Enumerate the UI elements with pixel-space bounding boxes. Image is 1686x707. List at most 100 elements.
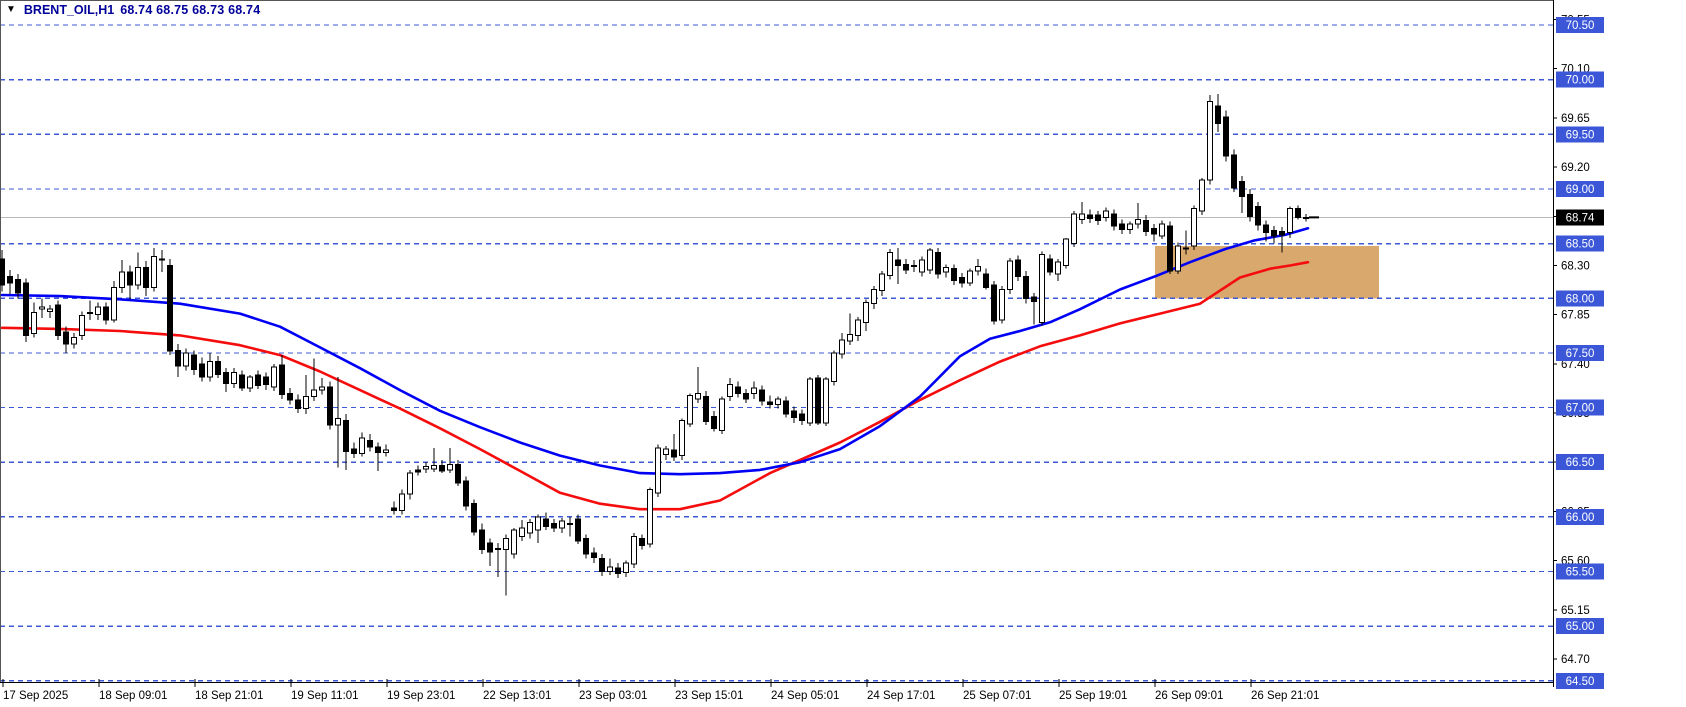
supply-zone-rectangle [1155, 245, 1379, 299]
candle-bear [1247, 193, 1253, 217]
candle-bull [71, 337, 77, 345]
price-level-box [1556, 399, 1604, 416]
time-tick-label: 25 Sep 19:01 [1059, 690, 1127, 702]
candle-bull [1207, 101, 1213, 181]
candle-bear [783, 400, 789, 415]
candle-bull [775, 398, 781, 405]
candle-bull [431, 465, 437, 470]
time-tick-label: 22 Sep 13:01 [483, 690, 551, 702]
candle-bull [311, 389, 317, 398]
candle-bull [1055, 261, 1061, 275]
symbol-timeframe-label: BRENT_OIL,H1 [23, 3, 115, 17]
candle-bull [967, 270, 973, 284]
price-tick-label: 67.85 [1561, 310, 1590, 322]
price-level-box-label: 65.00 [1566, 621, 1595, 633]
candle-bull [1135, 219, 1141, 225]
candle-bear [1047, 258, 1053, 273]
candle-bear [191, 354, 197, 370]
candle-bear [439, 465, 445, 472]
price-level-box [1556, 344, 1604, 361]
candle-bull [1191, 208, 1197, 247]
candle-bull [1159, 223, 1165, 237]
price-level-box [1556, 563, 1604, 580]
price-level-box [1556, 508, 1604, 525]
last-price-marker [1309, 216, 1319, 219]
candle-bull [975, 266, 981, 272]
candle-bull [231, 372, 237, 385]
candle-bear [463, 480, 469, 507]
price-level-box-label: 70.00 [1566, 75, 1595, 87]
candle-bull [567, 522, 573, 526]
candle-bull [31, 312, 37, 334]
candle-bull [847, 333, 853, 342]
candle-bull [887, 251, 893, 276]
candle-bear [1143, 220, 1149, 233]
candle-bull [111, 286, 117, 321]
price-level-box-label: 65.50 [1566, 567, 1595, 579]
candle-bear [1231, 154, 1237, 189]
price-tick-label: 65.15 [1561, 605, 1590, 617]
candle-bear [327, 386, 333, 426]
time-tick-label: 24 Sep 17:01 [867, 690, 935, 702]
candle-bull [879, 273, 885, 292]
candle-bear [591, 552, 597, 558]
candle-bear [639, 538, 645, 546]
candle-bear [287, 392, 293, 401]
candle-bear [351, 448, 357, 455]
candle-bull [511, 529, 517, 555]
candle-bull [503, 538, 509, 551]
candle-bear [1167, 225, 1173, 272]
candle-bear [1031, 296, 1037, 303]
candle-bear [895, 259, 901, 266]
candle-bear [1015, 259, 1021, 277]
price-tick-label: 69.65 [1561, 113, 1590, 125]
candle-bear [1271, 230, 1277, 237]
price-level-box-label: 67.00 [1566, 403, 1595, 415]
candle-bear [175, 350, 181, 367]
candle-bear [671, 449, 677, 458]
candle-bear [815, 377, 821, 424]
candle-bear [471, 503, 477, 533]
candle-bull [823, 378, 829, 424]
candle-bear [295, 399, 301, 410]
candle-bull [95, 306, 101, 316]
candle-bear [911, 265, 917, 268]
candle-bull [447, 463, 453, 471]
time-tick-label: 17 Sep 2025 [3, 690, 68, 702]
time-tick-label: 26 Sep 21:01 [1251, 690, 1319, 702]
candle-bear [367, 439, 373, 448]
candle-bear [23, 282, 29, 336]
candle-bull [943, 267, 949, 273]
candle-bear [703, 396, 709, 423]
candle-bull [807, 378, 813, 424]
candle-bull [119, 271, 125, 288]
candle-bear [759, 389, 765, 402]
candle-bear [15, 279, 21, 294]
candle-bear [543, 518, 549, 528]
candle-bear [983, 273, 989, 288]
candle-bull [607, 566, 613, 572]
candle-bear [791, 410, 797, 418]
candle-bear [583, 538, 589, 555]
candle-bull [559, 520, 565, 529]
price-level-box [1556, 235, 1604, 252]
candle-bull [623, 562, 629, 574]
time-tick-label: 18 Sep 09:01 [99, 690, 167, 702]
candle-bear [55, 304, 61, 336]
candles-layer [0, 93, 1309, 596]
candle-bull [655, 447, 661, 494]
candle-bear [7, 275, 13, 284]
candle-bear [1223, 116, 1229, 157]
ma-red-line [0, 260, 1310, 511]
candle-bull [423, 466, 429, 470]
price-level-box-label: 68.00 [1566, 293, 1595, 305]
candle-bear [63, 331, 69, 345]
symbol-dropdown-icon[interactable]: ▼ [6, 4, 16, 15]
time-tick-label: 18 Sep 21:01 [195, 690, 263, 702]
candle-bear [551, 522, 557, 529]
candle-bull [727, 384, 733, 398]
candle-bull [631, 536, 637, 565]
candle-bull [407, 472, 413, 495]
candle-bear [127, 271, 133, 286]
